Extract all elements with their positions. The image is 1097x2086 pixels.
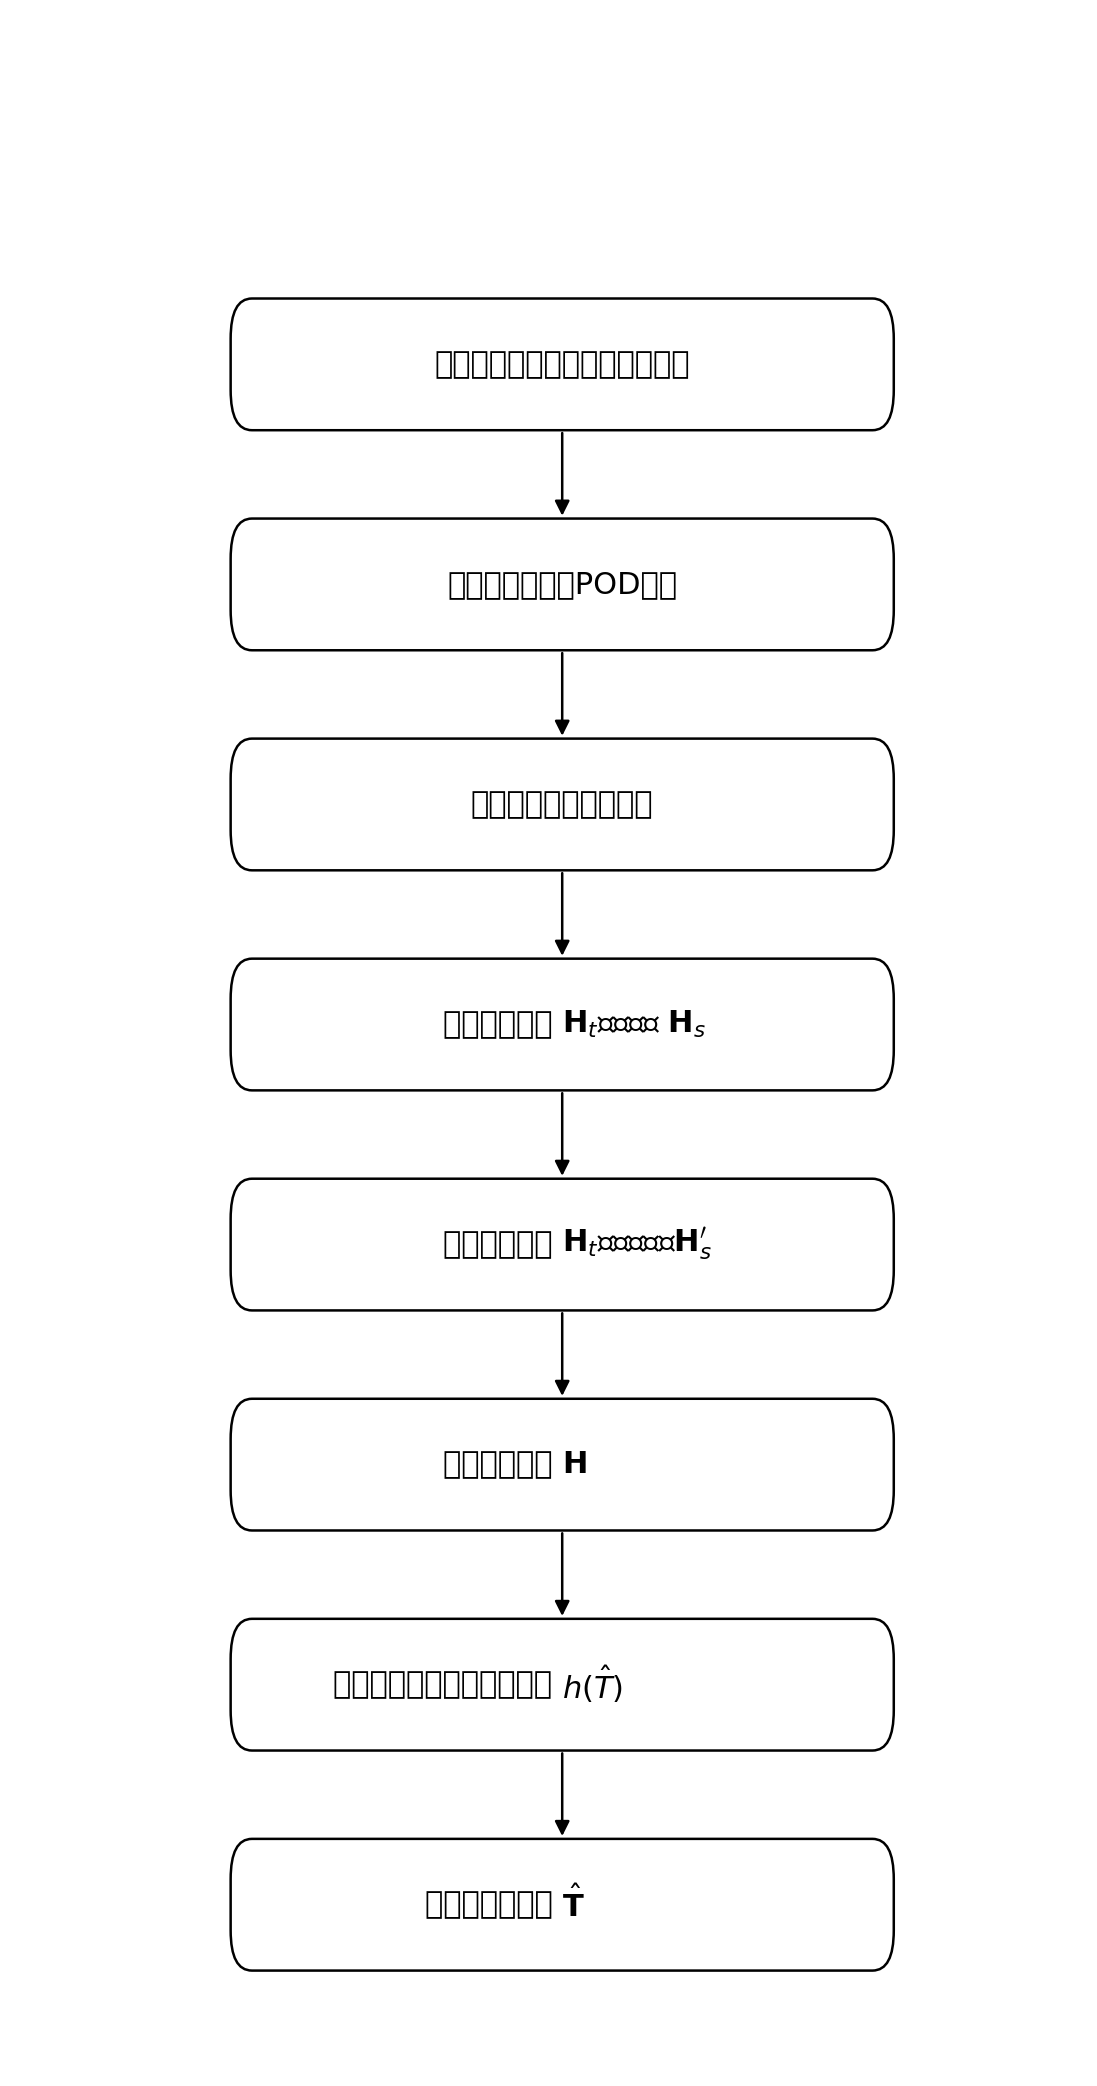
- Text: $\hat{\mathbf{T}}$: $\hat{\mathbf{T}}$: [563, 1886, 585, 1923]
- FancyBboxPatch shape: [230, 1840, 894, 1971]
- Text: $\mathbf{H}_{t}$和源数据 $\mathbf{H}_{s}$: $\mathbf{H}_{t}$和源数据 $\mathbf{H}_{s}$: [563, 1010, 706, 1041]
- FancyBboxPatch shape: [230, 1179, 894, 1310]
- Text: 获取目标数据: 获取目标数据: [443, 1010, 563, 1039]
- Text: $h(\hat{T})$: $h(\hat{T})$: [563, 1665, 623, 1706]
- FancyBboxPatch shape: [230, 738, 894, 870]
- Text: 计算目标数据: 计算目标数据: [443, 1231, 563, 1260]
- FancyBboxPatch shape: [230, 960, 894, 1091]
- FancyBboxPatch shape: [230, 298, 894, 430]
- Text: 建立待测模型和对应的虚拟模型: 建立待测模型和对应的虚拟模型: [434, 350, 690, 380]
- Text: 计算天线温度场: 计算天线温度场: [425, 1890, 563, 1919]
- FancyBboxPatch shape: [230, 1619, 894, 1750]
- Text: $\mathbf{H}_{t}$的仿源数据$\mathbf{H}_{s}'$: $\mathbf{H}_{t}$的仿源数据$\mathbf{H}_{s}'$: [563, 1227, 712, 1264]
- FancyBboxPatch shape: [230, 519, 894, 651]
- Text: 获取待测模型的POD模式: 获取待测模型的POD模式: [448, 569, 677, 599]
- FancyBboxPatch shape: [230, 1400, 894, 1531]
- Text: $\mathbf{H}$: $\mathbf{H}$: [563, 1450, 587, 1479]
- Text: 获取训练数据: 获取训练数据: [443, 1450, 563, 1479]
- Text: 建立温度场计算伪预测模型: 建立温度场计算伪预测模型: [333, 1671, 563, 1700]
- Text: 计算待测模型的温度场: 计算待测模型的温度场: [471, 791, 654, 820]
